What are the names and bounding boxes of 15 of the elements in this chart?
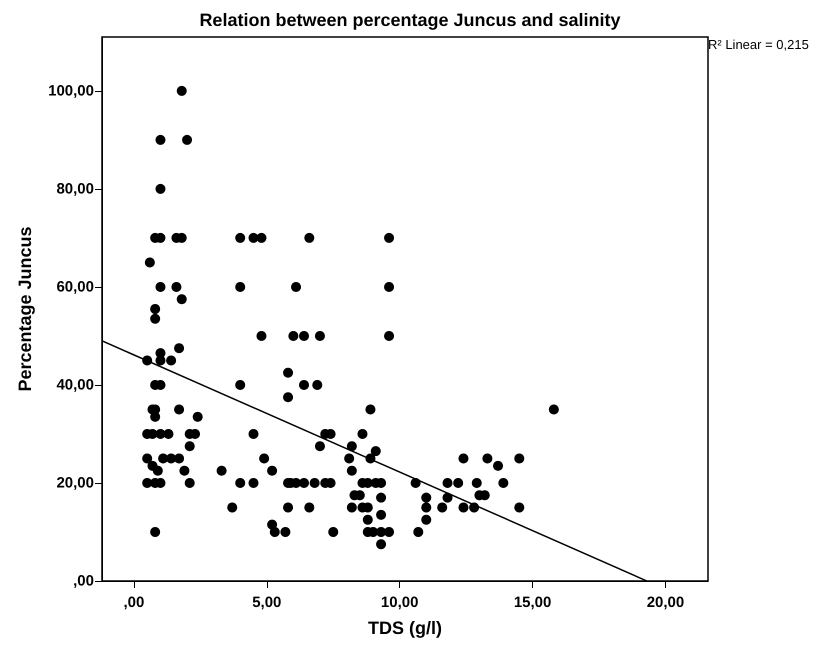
x-axis-title: TDS (g/l) <box>368 618 442 638</box>
y-tick-label: 40,00 <box>56 376 94 394</box>
x-tick-label: 15,00 <box>514 594 552 611</box>
x-tick-label: 10,00 <box>380 594 418 611</box>
x-tick-label: ,00 <box>123 594 144 611</box>
y-axis-title: Percentage Juncus <box>15 226 35 392</box>
x-tick-label: 20,00 <box>646 594 684 611</box>
text: R² Linear = 0,215 <box>708 37 809 52</box>
y-tick-label: 80,00 <box>56 180 94 198</box>
y-tick-label: ,00 <box>73 572 94 590</box>
y-tick-label: 20,00 <box>56 474 94 492</box>
x-tick-label: 5,00 <box>252 594 282 611</box>
chart-title: Relation between percentage Juncus and salinity <box>199 10 621 30</box>
y-tick-label: 100,00 <box>48 82 94 100</box>
y-tick-label: 60,00 <box>56 278 94 296</box>
